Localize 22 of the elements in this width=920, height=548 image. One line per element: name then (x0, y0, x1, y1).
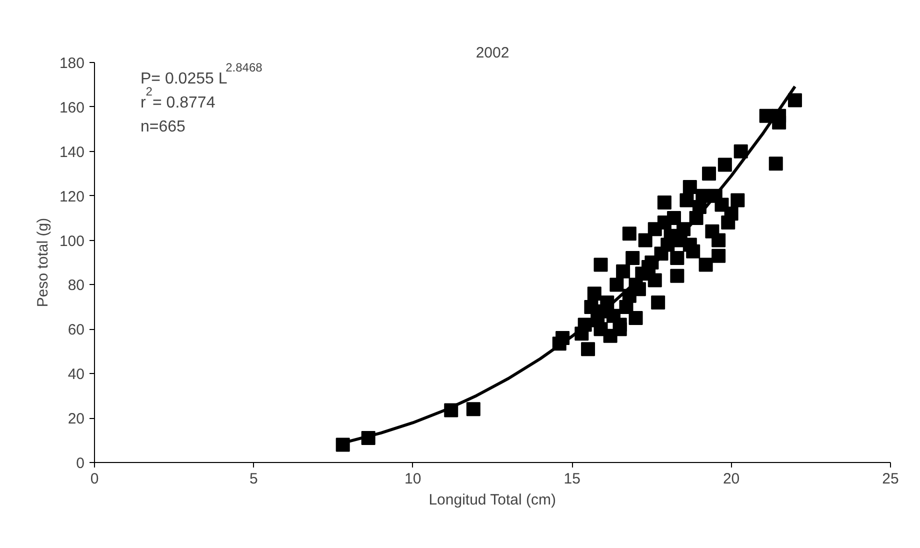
y-tick-label: 60 (68, 322, 85, 339)
y-tick-label: 180 (59, 55, 85, 72)
y-tick-label: 80 (68, 277, 85, 294)
annotation: r2 = 0.8774 (140, 84, 216, 112)
y-axis-title: Peso total (g) (34, 218, 52, 308)
chart-title: 2002 (476, 44, 510, 62)
annotation: P= 0.0255 L2.8468 (140, 60, 263, 88)
x-tick-label: 20 (722, 470, 740, 488)
y-tick-label: 120 (59, 188, 85, 206)
x-tick-label: 10 (404, 470, 422, 488)
x-tick-label: 25 (882, 470, 899, 488)
x-tick-label: 0 (90, 470, 99, 488)
y-tick-label: 160 (59, 99, 85, 116)
x-tick-label: 15 (564, 470, 580, 488)
y-tick-label: 20 (68, 410, 85, 428)
annotation: n=665 (140, 118, 186, 136)
x-tick-label: 5 (250, 470, 258, 488)
x-axis-title: Longitud Total (cm) (428, 492, 556, 508)
y-tick-label: 0 (76, 455, 84, 472)
y-tick-label: 100 (59, 232, 85, 250)
y-tick-label: 40 (68, 366, 85, 384)
y-tick-label: 140 (59, 144, 85, 161)
